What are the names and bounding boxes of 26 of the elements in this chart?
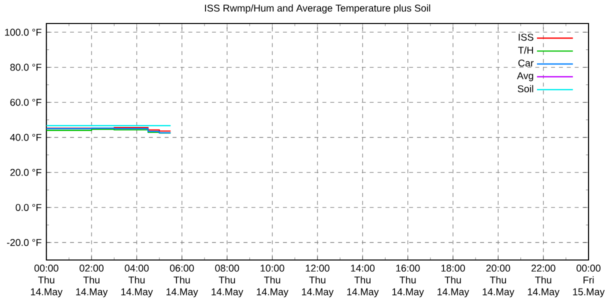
- x-tick-label: 00:00 Thu 14.May: [30, 264, 63, 298]
- x-tick-label: 22:00 Thu 14.May: [528, 264, 560, 298]
- y-tick-label: 60.0 °F: [10, 99, 42, 106]
- legend-label: T/H: [518, 46, 533, 54]
- x-tick-label: 14:00 Thu 14.May: [347, 264, 379, 298]
- y-tick-label: 100.0 °F: [5, 28, 42, 36]
- y-tick-label: -20.0 °F: [7, 239, 42, 246]
- chart-title: ISS Rwmp/Hum and Average Temperature plus Soil: [205, 4, 430, 14]
- legend-label: Car: [518, 60, 534, 67]
- x-tick-label: 06:00 Thu 14.May: [166, 264, 198, 298]
- y-tick-label: 20.0 °F: [10, 169, 42, 176]
- y-tick-label: 0.0 °F: [16, 204, 42, 212]
- x-tick-label: 12:00 Thu 14.May: [302, 264, 334, 298]
- x-tick-label: 18:00 Thu 14.May: [438, 264, 470, 298]
- legend-label: ISS: [518, 34, 534, 41]
- y-tick-label: 80.0 °F: [10, 64, 42, 71]
- y-tick-label: 40.0 °F: [10, 134, 42, 142]
- x-tick-label: 02:00 Thu 14.May: [76, 264, 108, 298]
- x-tick-label: 16:00 Thu 14.May: [392, 264, 424, 298]
- x-tick-label: 04:00 Thu 14.May: [121, 264, 153, 298]
- x-tick-label: 10:00 Thu 14.May: [256, 264, 288, 298]
- legend-label: Soil: [518, 85, 534, 92]
- x-tick-label: 08:00 Thu 14.May: [212, 264, 244, 298]
- x-tick-label: 00:00 Fri 15.May: [573, 264, 605, 298]
- x-tick-label: 20:00 Thu 14.May: [482, 264, 514, 298]
- legend-label: Avg: [516, 72, 534, 82]
